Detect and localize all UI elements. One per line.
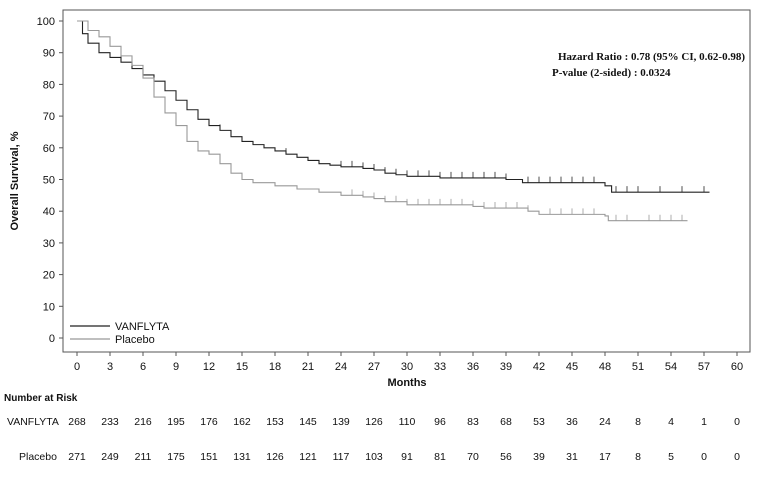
risk-count-placebo: 17: [599, 451, 611, 463]
x-tick-label: 48: [599, 361, 611, 373]
risk-count-placebo: 175: [167, 451, 185, 463]
x-tick-label: 27: [368, 361, 380, 373]
risk-count-placebo: 70: [467, 451, 479, 463]
x-tick-label: 15: [236, 361, 248, 373]
risk-count-vanflyta: 216: [134, 416, 152, 428]
x-tick-label: 30: [401, 361, 413, 373]
y-tick-label: 20: [43, 270, 55, 282]
risk-count-vanflyta: 8: [635, 416, 641, 428]
risk-count-vanflyta: 162: [233, 416, 251, 428]
legend-label-vanflyta: VANFLYTA: [115, 321, 170, 333]
risk-count-vanflyta: 153: [266, 416, 284, 428]
risk-count-placebo: 121: [299, 451, 317, 463]
x-tick-label: 45: [566, 361, 578, 373]
risk-count-placebo: 8: [635, 451, 641, 463]
x-tick-label: 57: [698, 361, 710, 373]
risk-count-vanflyta: 4: [668, 416, 674, 428]
legend-label-placebo: Placebo: [115, 334, 155, 346]
risk-count-placebo: 103: [365, 451, 383, 463]
risk-count-placebo: 5: [668, 451, 674, 463]
y-tick-label: 30: [43, 238, 55, 250]
legend: VANFLYTA Placebo: [70, 321, 170, 346]
x-tick-label: 9: [173, 361, 179, 373]
survival-curve-vanflyta: [77, 20, 710, 193]
risk-row-label-placebo: Placebo: [19, 451, 57, 463]
risk-count-vanflyta: 96: [434, 416, 446, 428]
y-tick-label: 40: [43, 206, 55, 218]
x-tick-label: 3: [107, 361, 113, 373]
x-tick-label: 6: [140, 361, 146, 373]
x-tick-label: 24: [335, 361, 347, 373]
y-tick-label: 80: [43, 79, 55, 91]
risk-count-placebo: 151: [200, 451, 218, 463]
risk-count-placebo: 31: [566, 451, 578, 463]
risk-count-placebo: 131: [233, 451, 251, 463]
risk-table: VANFLYTA Placebo 268 233 216 195 176 162 153 14…: [7, 416, 740, 463]
risk-count-vanflyta: 195: [167, 416, 185, 428]
risk-count-placebo: 56: [500, 451, 512, 463]
y-tick-label: 90: [43, 48, 55, 60]
risk-count-vanflyta: 110: [399, 416, 416, 428]
risk-count-placebo: 117: [333, 451, 350, 463]
y-tick-label: 60: [43, 143, 55, 155]
risk-count-vanflyta: 24: [599, 416, 611, 428]
y-tick-label: 0: [49, 333, 55, 345]
risk-count-vanflyta: 145: [299, 416, 317, 428]
x-axis-label: Months: [387, 377, 426, 389]
risk-count-vanflyta: 36: [566, 416, 578, 428]
y-tick-label: 100: [37, 16, 55, 28]
risk-count-vanflyta: 83: [467, 416, 479, 428]
risk-count-placebo: 0: [701, 451, 707, 463]
risk-count-vanflyta: 233: [101, 416, 119, 428]
risk-count-vanflyta: 126: [365, 416, 383, 428]
x-tick-label: 39: [500, 361, 512, 373]
risk-count-placebo: 91: [401, 451, 413, 463]
x-tick-label: 36: [467, 361, 479, 373]
x-tick-label: 54: [665, 361, 677, 373]
risk-row-label-vanflyta: VANFLYTA: [7, 416, 59, 428]
x-axis: 0 3 6 9 12 15 18 21 24 27 30 33 36 39 42 45 48 51 54 57 60: [74, 352, 743, 373]
y-axis: 0 10 20 30 40 50 60 70 80 90 100: [37, 16, 63, 345]
survival-curves: [77, 20, 710, 222]
risk-count-vanflyta: 1: [701, 416, 707, 428]
risk-count-vanflyta: 53: [533, 416, 545, 428]
hazard-ratio-annotation: Hazard Ratio : 0.78 (95% CI, 0.62-0.98): [558, 51, 745, 63]
risk-count-placebo: 0: [734, 451, 740, 463]
risk-count-placebo: 211: [135, 451, 152, 463]
survival-curve-placebo: [77, 20, 688, 222]
risk-count-vanflyta: 268: [68, 416, 86, 428]
x-tick-label: 42: [533, 361, 545, 373]
p-value-annotation: P-value (2-sided) : 0.0324: [552, 67, 671, 79]
y-tick-label: 70: [43, 111, 55, 123]
x-tick-label: 33: [434, 361, 446, 373]
y-tick-label: 10: [43, 301, 55, 313]
risk-count-vanflyta: 176: [200, 416, 218, 428]
y-tick-label: 50: [43, 175, 55, 187]
risk-count-placebo: 249: [101, 451, 119, 463]
x-tick-label: 12: [203, 361, 215, 373]
x-tick-label: 60: [731, 361, 743, 373]
risk-count-placebo: 39: [533, 451, 545, 463]
y-axis-label: Overall Survival, %: [9, 131, 21, 230]
risk-count-vanflyta: 0: [734, 416, 740, 428]
x-tick-label: 18: [269, 361, 281, 373]
risk-count-vanflyta: 68: [500, 416, 512, 428]
x-tick-label: 21: [302, 361, 314, 373]
risk-count-placebo: 81: [434, 451, 446, 463]
risk-count-vanflyta: 139: [332, 416, 350, 428]
x-tick-label: 0: [74, 361, 80, 373]
risk-table-title: Number at Risk: [4, 393, 78, 404]
x-tick-label: 51: [632, 361, 644, 373]
risk-count-placebo: 126: [266, 451, 284, 463]
risk-count-placebo: 271: [68, 451, 86, 463]
